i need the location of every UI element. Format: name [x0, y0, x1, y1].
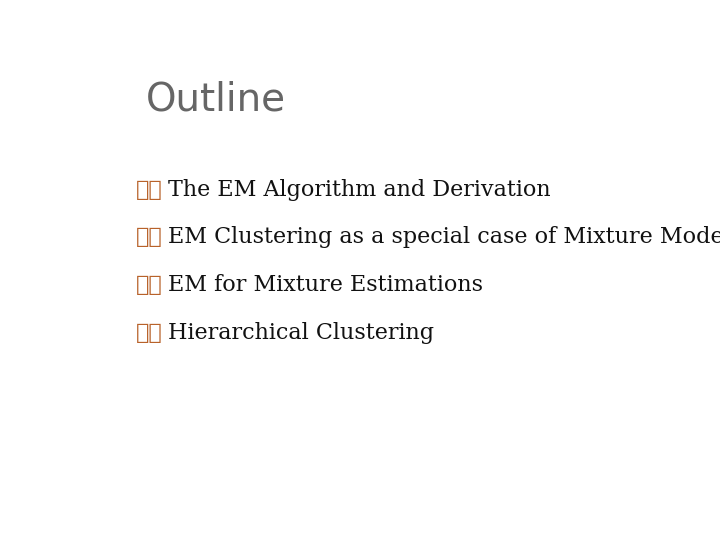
- Text: EM Clustering as a special case of Mixture Modeling: EM Clustering as a special case of Mixtu…: [168, 226, 720, 248]
- Text: Outline: Outline: [145, 81, 286, 119]
- Text: Hierarchical Clustering: Hierarchical Clustering: [168, 322, 434, 344]
- Text: ལུ: ལུ: [136, 179, 163, 200]
- Text: ལུ: ལུ: [136, 226, 163, 248]
- Text: ལུ: ལུ: [136, 274, 163, 296]
- Text: The EM Algorithm and Derivation: The EM Algorithm and Derivation: [168, 179, 551, 200]
- Text: EM for Mixture Estimations: EM for Mixture Estimations: [168, 274, 483, 296]
- Text: ལུ: ལུ: [136, 322, 163, 344]
